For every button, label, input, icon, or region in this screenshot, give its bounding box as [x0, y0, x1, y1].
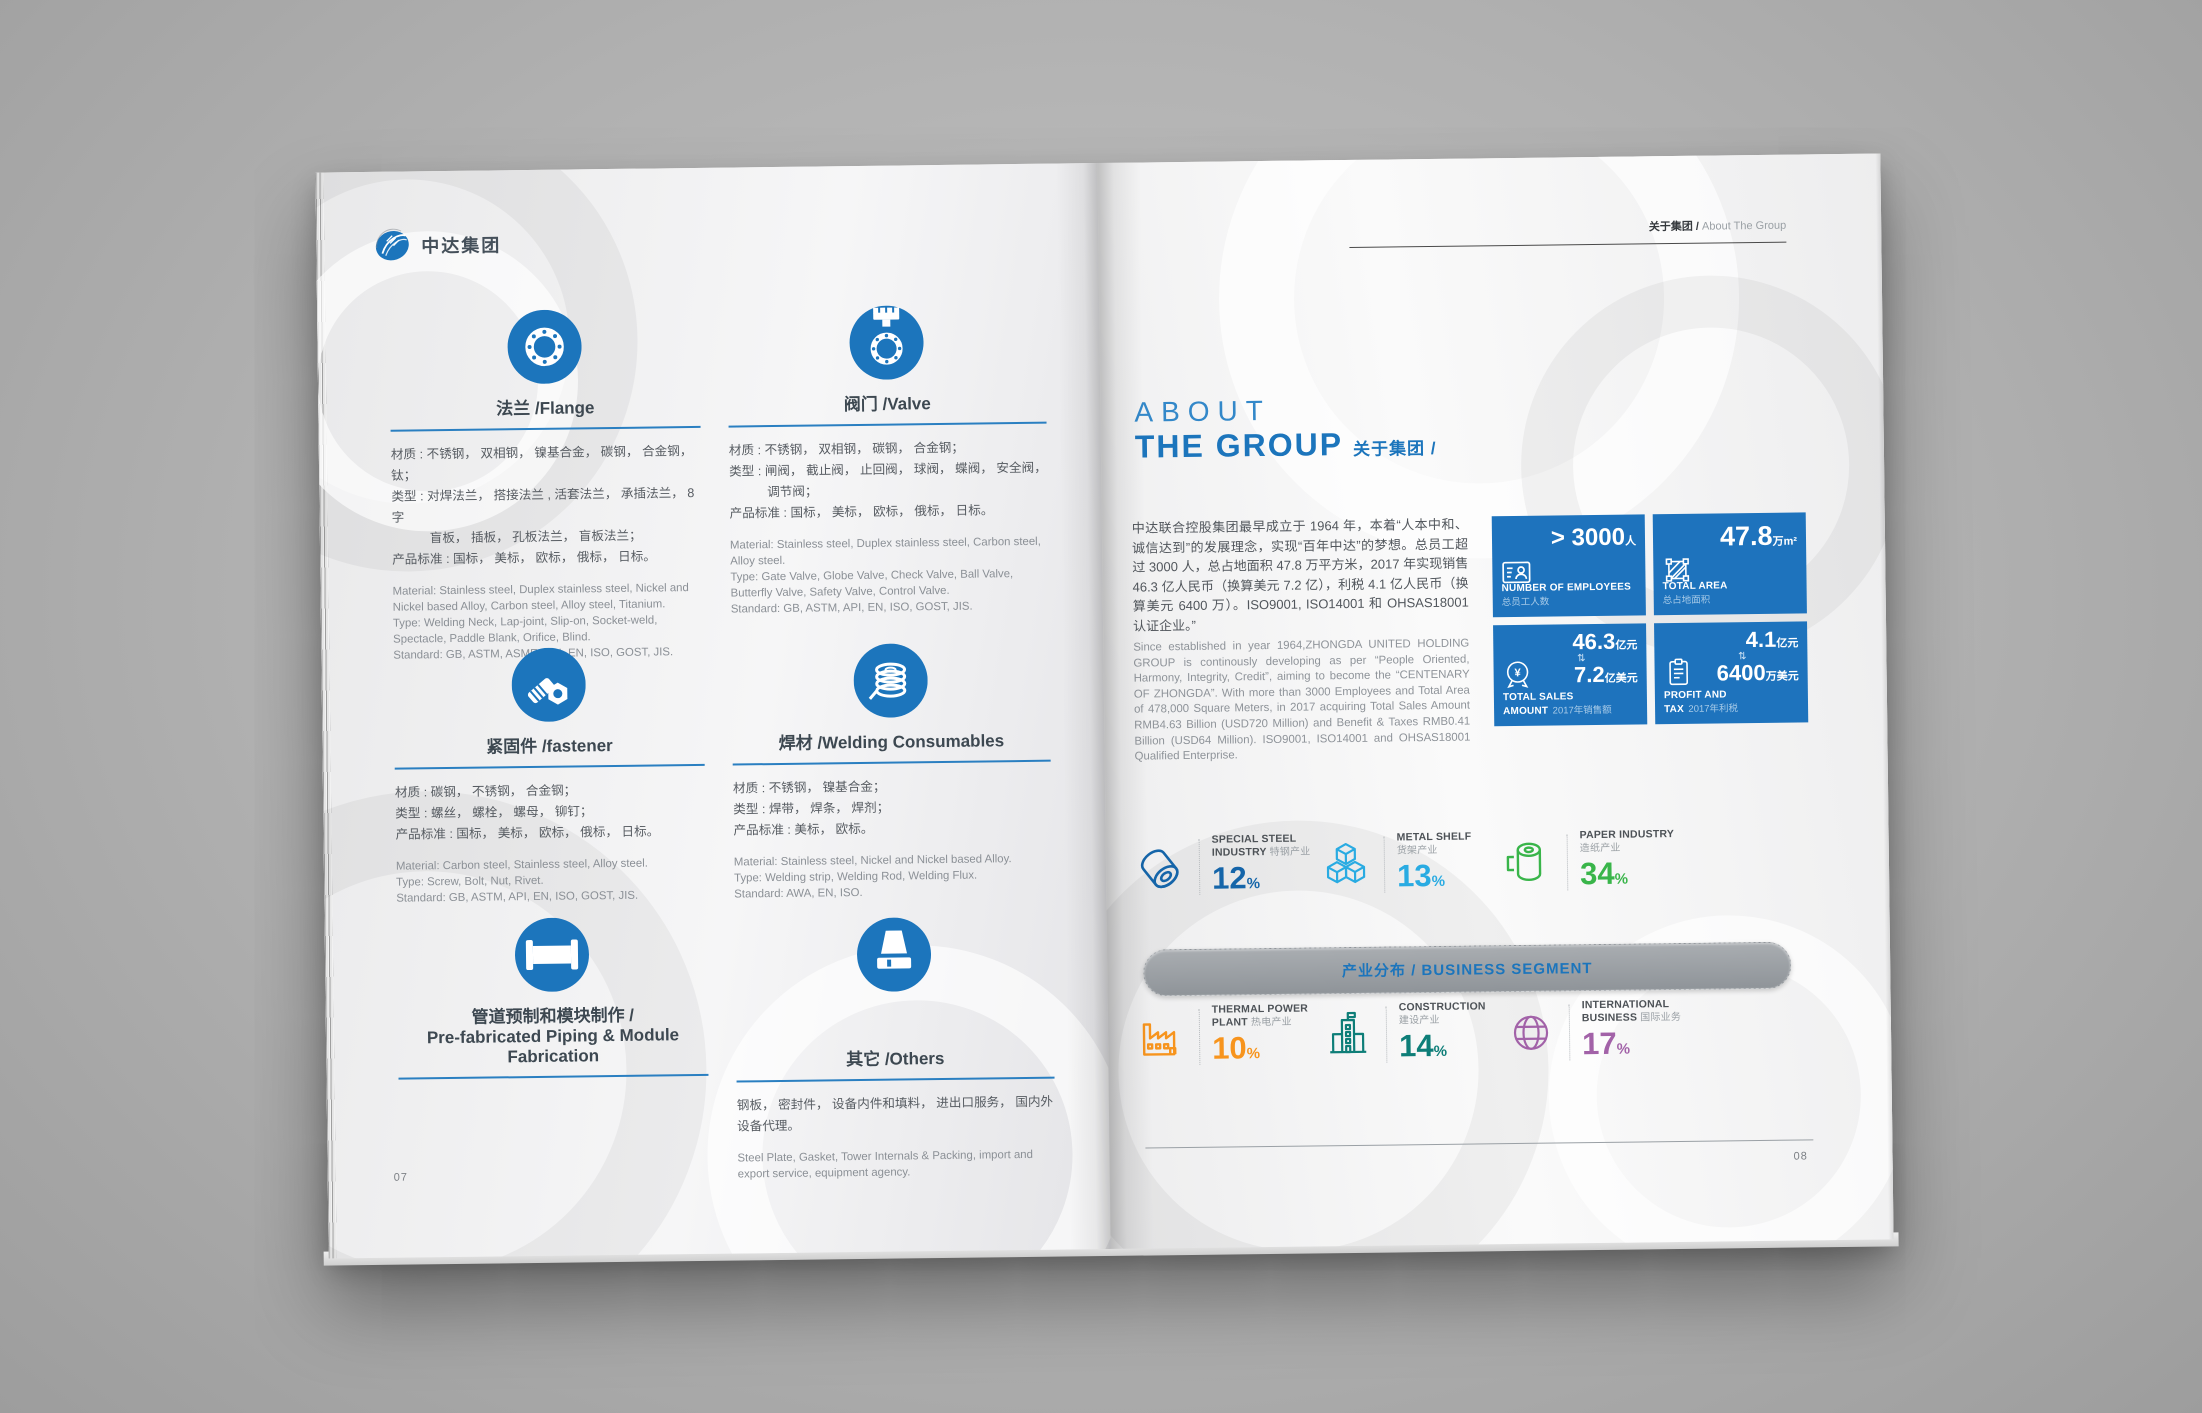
bolt-nut-icon [393, 646, 704, 724]
product-text-en: Material: Carbon steel, Stainless steel,… [395, 857, 648, 905]
segment-label: PAPER INDUSTRY 造纸产业 [1579, 828, 1675, 855]
product-text-en: Material: Stainless steel, Nickel and Ni… [733, 853, 1012, 901]
dotted-divider [1566, 834, 1569, 891]
business-segment-bar: 产业分布 / BUSINESS SEGMENT [1142, 941, 1792, 997]
segment-thermal-power: THERMAL POWER PLANT 热电产业 10% [1134, 1003, 1309, 1071]
segment-label: THERMAL POWER PLANT 热电产业 [1211, 1002, 1309, 1029]
dotted-divider [1198, 838, 1201, 895]
product-title: 阀门 /Valve [843, 394, 931, 415]
segment-percentage: 13% [1396, 858, 1446, 894]
stat-label: PROFIT AND TAX 2017年利税 [1663, 689, 1739, 716]
product-title: 管道预制和模块制作 / Pre-fabricated Piping & Modul… [426, 1005, 680, 1067]
segment-percentage: 34% [1579, 855, 1629, 892]
building-icon [1321, 1006, 1378, 1065]
divider [398, 1073, 709, 1080]
dotted-divider [1385, 1006, 1388, 1063]
product-section-flange: 法兰 /Flange 材质 : 不锈钢， 双相钢， 镍基合金， 碳钢， 合金钢，… [389, 308, 703, 664]
divider [394, 763, 705, 770]
page-title: ABOUT THE GROUP 关于集团 / [1134, 393, 1436, 465]
segment-percentage: 12% [1211, 860, 1261, 896]
clipboard-icon [1662, 657, 1694, 694]
brochure-spread: 中达集团 法兰 /Flange 材质 : 不锈钢， 双相钢， 镍基合金， 碳钢，… [315, 153, 1899, 1266]
stat-label: TOTAL SALES AMOUNT 2017年销售额 [1502, 691, 1612, 718]
wire-coil-icon [731, 642, 1050, 720]
title-line1: ABOUT [1134, 394, 1272, 428]
segment-special-steel: SPECIAL STEEL INDUSTRY 特钢产业 12% [1134, 832, 1311, 900]
segment-label: METAL SHELF 货架产业 [1396, 830, 1472, 857]
stat-profit-tax: 4.1亿元 ⇅ 6400万美元 PROFIT AND TAX 2017年利税 [1654, 621, 1809, 725]
employees-icon [1500, 556, 1532, 593]
cubes-icon [1319, 836, 1376, 895]
footer-rule [1145, 1139, 1814, 1149]
segment-metal-shelf: METAL SHELF 货架产业 13% [1319, 831, 1473, 899]
intro-paragraph-en: Since established in year 1964,ZHONGDA U… [1133, 637, 1471, 763]
stat-label: NUMBER OF EMPLOYEES 总员工人数 [1501, 581, 1632, 609]
company-logo: 中达集团 [372, 224, 501, 266]
divider [390, 425, 701, 432]
product-title: 其它 /Others [846, 1048, 945, 1070]
title-cn: 关于集团 / [1353, 438, 1437, 459]
product-title: 焊材 /Welding Consumables [778, 731, 1005, 753]
stat-label: TOTAL AREA 总占地面积 [1662, 580, 1728, 607]
segment-international: INTERNATIONAL BUSINESS 国际业务 17% [1504, 998, 1682, 1066]
dotted-divider [1568, 1004, 1571, 1061]
header-en: About The Group [1701, 219, 1787, 233]
dotted-divider [1383, 836, 1386, 893]
product-text-cn: 材质 : 不锈钢， 双相钢， 碳钢， 合金钢； 类型 : 闸阀， 截止阀， 止回… [728, 440, 1047, 521]
page-number-right: 08 [1793, 1150, 1808, 1163]
header-cn: 关于集团 / [1648, 220, 1700, 234]
segment-percentage: 14% [1398, 1028, 1448, 1064]
title-line2: THE GROUP [1134, 426, 1344, 465]
area-icon [1661, 554, 1693, 591]
segment-label: CONSTRUCTION 建设产业 [1398, 1000, 1486, 1027]
logo-text: 中达集团 [421, 235, 502, 257]
steel-pipe-icon [1134, 838, 1191, 897]
segment-paper-industry: PAPER INDUSTRY 造纸产业 34% [1502, 828, 1675, 896]
segment-label: INTERNATIONAL BUSINESS 国际业务 [1581, 998, 1682, 1025]
product-section-welding: 焊材 /Welding Consumables 材质 : 不锈钢， 镍基合金； … [731, 642, 1052, 903]
pipe-spool-icon [397, 916, 708, 994]
intro-paragraph-cn: 中达联合控股集团最早成立于 1964 年，本着“人本中和、诚信达到”的发展理念，… [1131, 516, 1469, 634]
divider [732, 759, 1051, 766]
product-text-cn: 钢板， 密封件， 设备内件和填料， 进出口服务， 国内外设备代理。 [736, 1094, 1054, 1134]
logo-swirl-icon [375, 228, 409, 261]
product-section-fastener: 紧固件 /fastener 材质 : 碳钢， 不锈钢， 合金钢； 类型 : 螺丝… [393, 646, 706, 907]
product-section-others: 其它 /Others 钢板， 密封件， 设备内件和填料， 进出口服务， 国内外设… [735, 916, 1056, 1183]
product-section-piping: 管道预制和模块制作 / Pre-fabricated Piping & Modul… [397, 916, 709, 1080]
product-title: 紧固件 /fastener [486, 736, 613, 757]
stat-total-area: 47.8万m² TOTAL AREA 总占地面积 [1652, 512, 1807, 616]
product-text-cn: 材质 : 不锈钢， 镍基合金； 类型 : 焊带， 焊条， 焊剂； 产品标准 : … [732, 779, 890, 838]
page-number-left: 07 [393, 1171, 409, 1184]
factory-icon [1134, 1008, 1191, 1067]
dotted-divider [1198, 1008, 1201, 1065]
stat-total-sales: 46.3亿元 ⇅ 7.2亿美元 ¥ TOTAL SALES AMOUNT 2017… [1493, 623, 1648, 727]
product-section-valve: 阀门 /Valve 材质 : 不锈钢， 双相钢， 碳钢， 合金钢； 类型 : 闸… [727, 304, 1049, 618]
product-text-cn: 材质 : 碳钢， 不锈钢， 合金钢； 类型 : 螺丝， 螺栓， 螺母， 铆钉； … [394, 783, 660, 842]
divider [736, 1076, 1055, 1083]
svg-text:¥: ¥ [1514, 667, 1521, 679]
globe-icon [1504, 1003, 1561, 1062]
product-text-en: Steel Plate, Gasket, Tower Internals & P… [737, 1148, 1034, 1181]
segment-percentage: 17% [1581, 1025, 1631, 1062]
flange-icon [389, 308, 700, 386]
divider [728, 421, 1047, 428]
product-text-cn: 材质 : 不锈钢， 双相钢， 镍基合金， 碳钢， 合金钢， 钛； 类型 : 对焊… [390, 444, 695, 567]
section-header: 关于集团 / About The Group [1349, 216, 1787, 248]
paper-roll-icon [1502, 833, 1559, 892]
stats-grid: > 3000人 NUMBER OF EMPLOYEES 总员工人数 47.8万m² [1491, 512, 1809, 727]
segment-construction: CONSTRUCTION 建设产业 14% [1321, 1000, 1487, 1068]
product-title: 法兰 /Flange [496, 398, 595, 419]
valve-icon [727, 304, 1046, 382]
stat-employees: > 3000人 NUMBER OF EMPLOYEES 总员工人数 [1491, 514, 1646, 618]
vessel-icon [735, 916, 1054, 994]
product-text-en: Material: Stainless steel, Duplex stainl… [729, 535, 1041, 616]
segment-percentage: 10% [1211, 1030, 1261, 1066]
segment-label: SPECIAL STEEL INDUSTRY 特钢产业 [1211, 832, 1311, 859]
sales-badge-icon: ¥ [1501, 659, 1533, 696]
